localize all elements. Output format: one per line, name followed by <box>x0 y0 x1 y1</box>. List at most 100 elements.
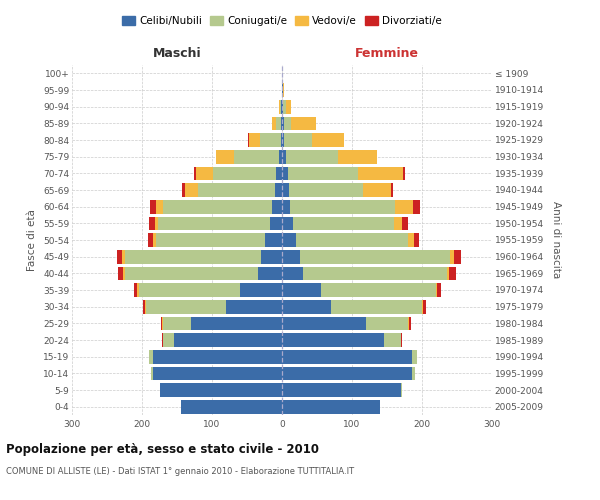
Bar <box>139 283 240 297</box>
Bar <box>277 166 282 180</box>
Bar <box>403 216 408 230</box>
Bar <box>413 200 420 213</box>
Bar <box>290 200 395 213</box>
Y-axis label: Fasce di età: Fasce di età <box>28 209 37 271</box>
Bar <box>118 266 123 280</box>
Bar <box>272 116 276 130</box>
Bar <box>194 166 196 180</box>
Bar <box>163 200 271 213</box>
Bar <box>248 133 249 147</box>
Bar <box>276 116 281 130</box>
Bar <box>151 200 156 213</box>
Bar <box>216 150 234 164</box>
Bar <box>282 350 412 364</box>
Bar <box>260 133 281 147</box>
Bar <box>146 300 226 314</box>
Bar <box>185 183 198 197</box>
Bar <box>151 366 152 380</box>
Bar <box>358 166 403 180</box>
Bar <box>296 233 408 247</box>
Bar <box>240 283 282 297</box>
Bar <box>449 266 455 280</box>
Bar <box>215 150 216 164</box>
Bar <box>149 216 155 230</box>
Bar <box>282 233 296 247</box>
Bar <box>408 233 413 247</box>
Bar <box>409 316 411 330</box>
Bar <box>412 366 415 380</box>
Bar <box>123 266 125 280</box>
Y-axis label: Anni di nascita: Anni di nascita <box>551 202 560 278</box>
Bar <box>134 283 137 297</box>
Bar <box>412 350 417 364</box>
Bar <box>125 250 261 264</box>
Bar <box>446 266 449 280</box>
Bar <box>162 316 163 330</box>
Bar <box>338 150 377 164</box>
Bar <box>148 233 153 247</box>
Bar <box>117 250 122 264</box>
Bar <box>280 100 281 114</box>
Bar <box>299 250 450 264</box>
Bar <box>413 233 419 247</box>
Bar <box>362 183 391 197</box>
Bar <box>450 250 454 264</box>
Text: COMUNE DI ALLISTE (LE) - Dati ISTAT 1° gennaio 2010 - Elaborazione TUTTITALIA.IT: COMUNE DI ALLISTE (LE) - Dati ISTAT 1° g… <box>6 468 354 476</box>
Bar <box>454 250 461 264</box>
Bar <box>152 350 282 364</box>
Bar <box>401 333 402 347</box>
Bar <box>182 183 185 197</box>
Bar <box>163 316 191 330</box>
Bar <box>257 266 282 280</box>
Bar <box>125 266 257 280</box>
Bar <box>137 283 139 297</box>
Bar <box>282 166 287 180</box>
Bar <box>279 100 280 114</box>
Bar <box>279 150 282 164</box>
Bar <box>282 116 284 130</box>
Bar <box>158 216 270 230</box>
Bar <box>282 250 299 264</box>
Bar <box>152 366 282 380</box>
Bar <box>282 183 289 197</box>
Bar <box>282 383 401 397</box>
Bar <box>149 350 152 364</box>
Bar <box>275 183 282 197</box>
Bar <box>282 150 286 164</box>
Bar <box>436 283 437 297</box>
Bar <box>383 333 401 347</box>
Bar <box>422 300 426 314</box>
Bar <box>181 400 282 413</box>
Bar <box>234 150 279 164</box>
Bar <box>287 166 358 180</box>
Bar <box>282 333 383 347</box>
Bar <box>391 183 392 197</box>
Bar <box>283 100 286 114</box>
Bar <box>281 133 282 147</box>
Text: Popolazione per età, sesso e stato civile - 2010: Popolazione per età, sesso e stato civil… <box>6 442 319 456</box>
Bar <box>303 266 446 280</box>
Bar <box>291 116 316 130</box>
Bar <box>282 100 283 114</box>
Bar <box>284 133 312 147</box>
Bar <box>173 333 282 347</box>
Bar <box>395 200 413 213</box>
Bar <box>282 400 380 413</box>
Bar <box>156 200 163 213</box>
Bar <box>282 366 412 380</box>
Bar <box>403 166 404 180</box>
Bar <box>145 300 146 314</box>
Bar <box>282 133 284 147</box>
Bar <box>284 116 291 130</box>
Bar <box>282 83 283 97</box>
Bar <box>282 300 331 314</box>
Bar <box>265 233 282 247</box>
Bar <box>155 216 158 230</box>
Bar <box>282 283 320 297</box>
Bar <box>160 383 282 397</box>
Bar <box>394 216 403 230</box>
Bar <box>249 133 260 147</box>
Bar <box>282 216 293 230</box>
Bar <box>282 200 290 213</box>
Text: Maschi: Maschi <box>152 47 202 60</box>
